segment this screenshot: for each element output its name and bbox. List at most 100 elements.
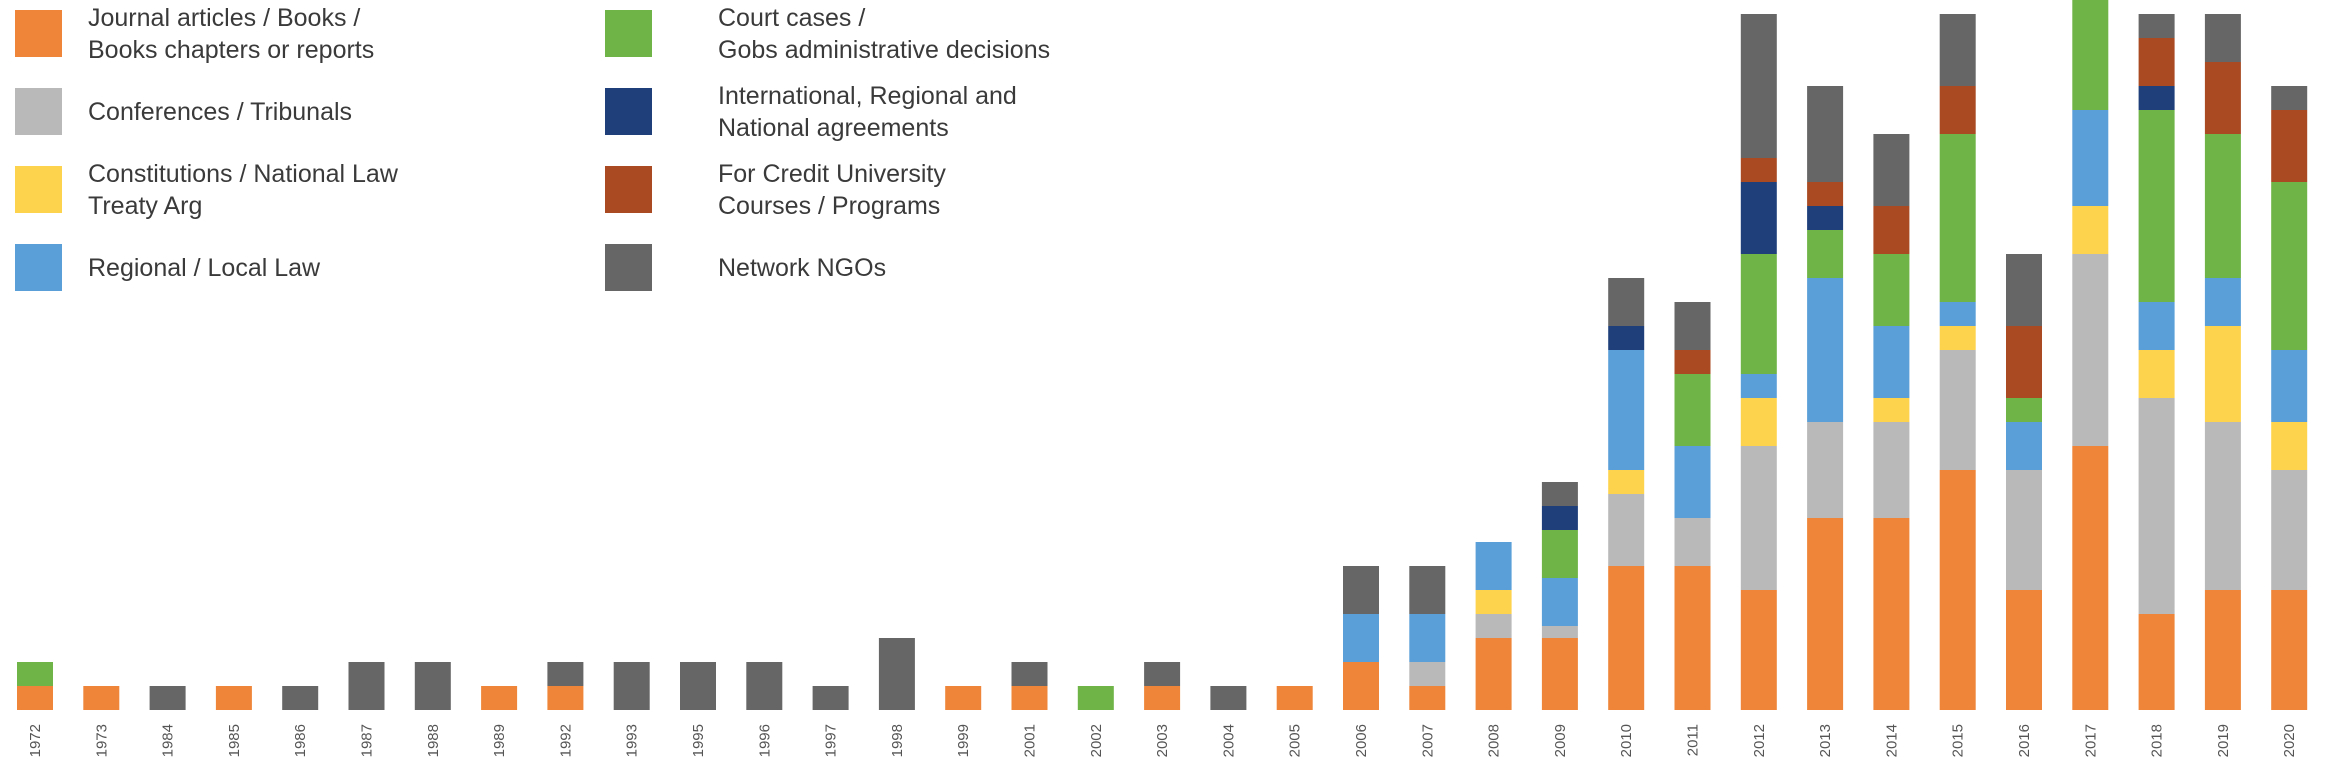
x-tick-label: 1988 bbox=[425, 724, 442, 757]
bar-segment-2014-4 bbox=[1873, 254, 1910, 326]
bar-segment-2009-5 bbox=[1541, 506, 1578, 530]
legend-label: Courses / Programs bbox=[718, 192, 940, 220]
bar-segment-2008-0 bbox=[1475, 638, 1512, 710]
bar-segment-2019-3 bbox=[2204, 278, 2241, 326]
bar-segment-2011-4 bbox=[1674, 374, 1711, 446]
bar-segment-2011-7 bbox=[1674, 302, 1711, 350]
bar-segment-1972-0 bbox=[17, 686, 53, 710]
bar-segment-1992-7 bbox=[547, 662, 584, 686]
bar-segment-2019-4 bbox=[2204, 134, 2241, 278]
bar-segment-2015-7 bbox=[1939, 14, 1976, 86]
x-tick-label: 2003 bbox=[1154, 724, 1171, 757]
bar-segment-2020-0 bbox=[2271, 590, 2308, 710]
x-tick-label: 2006 bbox=[1353, 724, 1370, 757]
legend-swatch bbox=[15, 10, 62, 57]
bar-segment-2007-7 bbox=[1409, 566, 1446, 614]
x-tick-label: 2018 bbox=[2149, 724, 2166, 757]
x-tick-label: 2007 bbox=[1419, 724, 1436, 757]
legend-swatch bbox=[15, 244, 62, 291]
bar-segment-2003-0 bbox=[1144, 686, 1181, 710]
bar-segment-2018-2 bbox=[2138, 350, 2175, 398]
x-tick-label: 1984 bbox=[160, 724, 177, 757]
bar-segment-2014-3 bbox=[1873, 326, 1910, 398]
x-tick-label: 1997 bbox=[823, 724, 840, 757]
bar-segment-2009-3 bbox=[1541, 578, 1578, 626]
bar-segment-2020-1 bbox=[2271, 470, 2308, 590]
bar-segment-2008-2 bbox=[1475, 590, 1512, 614]
x-tick-label: 2013 bbox=[1817, 724, 1834, 757]
x-tick-label: 2012 bbox=[1751, 724, 1768, 757]
bar-segment-1992-0 bbox=[547, 686, 584, 710]
bar-segment-2006-0 bbox=[1343, 662, 1379, 710]
x-tick-label: 2002 bbox=[1088, 724, 1105, 757]
bar-segment-1985-0 bbox=[215, 686, 252, 710]
bar-segment-2014-2 bbox=[1873, 398, 1910, 422]
bar-segment-1987-7 bbox=[348, 662, 385, 710]
legend-label: Journal articles / Books / bbox=[88, 4, 360, 32]
x-tick-label: 2011 bbox=[1685, 724, 1702, 756]
bar-segment-2019-0 bbox=[2204, 590, 2241, 710]
bar-segment-2011-1 bbox=[1674, 518, 1711, 566]
bar-segment-2006-3 bbox=[1343, 614, 1379, 662]
bar-segment-2018-1 bbox=[2138, 398, 2175, 614]
bar-segment-2010-3 bbox=[1608, 350, 1645, 470]
legend-label: Network NGOs bbox=[718, 254, 886, 282]
bar-segment-2011-6 bbox=[1674, 350, 1711, 374]
x-tick-label: 1989 bbox=[491, 724, 508, 757]
bar-segment-2013-3 bbox=[1807, 278, 1844, 422]
bar-segment-2019-6 bbox=[2204, 62, 2241, 134]
bar-segment-1986-7 bbox=[282, 686, 319, 710]
bar-segment-2013-5 bbox=[1807, 206, 1844, 230]
bar-segment-2020-4 bbox=[2271, 182, 2308, 350]
bar-segment-2020-7 bbox=[2271, 86, 2308, 110]
bar-segment-2005-0 bbox=[1276, 686, 1313, 710]
x-tick-label: 2001 bbox=[1022, 724, 1039, 757]
x-tick-label: 2017 bbox=[2082, 724, 2099, 757]
bar-segment-2013-6 bbox=[1807, 182, 1844, 206]
bar-segment-2016-0 bbox=[2006, 590, 2042, 710]
bar-segment-2018-5 bbox=[2138, 86, 2175, 110]
legend-swatch bbox=[605, 166, 652, 213]
x-tick-label: 2009 bbox=[1552, 724, 1569, 757]
legend-label: National agreements bbox=[718, 114, 949, 142]
x-tick-label: 2015 bbox=[1950, 724, 1967, 757]
x-tick-label: 2020 bbox=[2281, 724, 2298, 757]
x-tick-label: 1998 bbox=[889, 724, 906, 757]
bar-segment-2012-7 bbox=[1740, 14, 1777, 158]
legend-swatch bbox=[605, 244, 652, 291]
bar-segment-2007-0 bbox=[1409, 686, 1446, 710]
bar-segment-2017-0 bbox=[2072, 446, 2109, 710]
bar-segment-2014-0 bbox=[1873, 518, 1910, 710]
bar-segment-2007-3 bbox=[1409, 614, 1446, 662]
bar-segment-2012-2 bbox=[1740, 398, 1777, 446]
bar-segment-2012-4 bbox=[1740, 254, 1777, 374]
bar-segment-2013-7 bbox=[1807, 86, 1844, 182]
bar-segment-2012-1 bbox=[1740, 446, 1777, 590]
bar-segment-2015-2 bbox=[1939, 326, 1976, 350]
bar-segment-2012-6 bbox=[1740, 158, 1777, 182]
x-tick-label: 2019 bbox=[2215, 724, 2232, 757]
bar-segment-1996-7 bbox=[746, 662, 783, 710]
x-tick-label: 1986 bbox=[292, 724, 309, 757]
bar-segment-2013-1 bbox=[1807, 422, 1844, 518]
bar-segment-2017-3 bbox=[2072, 110, 2109, 206]
bar-segment-2012-0 bbox=[1740, 590, 1777, 710]
bar-segment-2010-0 bbox=[1608, 566, 1645, 710]
bar-segment-2011-3 bbox=[1674, 446, 1711, 518]
bar-segment-1988-7 bbox=[414, 662, 451, 710]
bar-segment-2018-0 bbox=[2138, 614, 2175, 710]
bar-segment-2013-4 bbox=[1807, 230, 1844, 278]
bar-segment-1999-0 bbox=[945, 686, 982, 710]
bar-segment-2010-1 bbox=[1608, 494, 1645, 566]
bar-segment-2006-7 bbox=[1343, 566, 1379, 614]
bars bbox=[17, 0, 2308, 710]
bar-segment-2015-0 bbox=[1939, 470, 1976, 710]
x-tick-label: 2016 bbox=[2016, 724, 2033, 757]
bar-segment-2018-7 bbox=[2138, 14, 2175, 38]
bar-segment-2015-3 bbox=[1939, 302, 1976, 326]
bar-segment-1989-0 bbox=[481, 686, 518, 710]
x-tick-label: 1996 bbox=[756, 724, 773, 757]
bar-segment-2020-2 bbox=[2271, 422, 2308, 470]
